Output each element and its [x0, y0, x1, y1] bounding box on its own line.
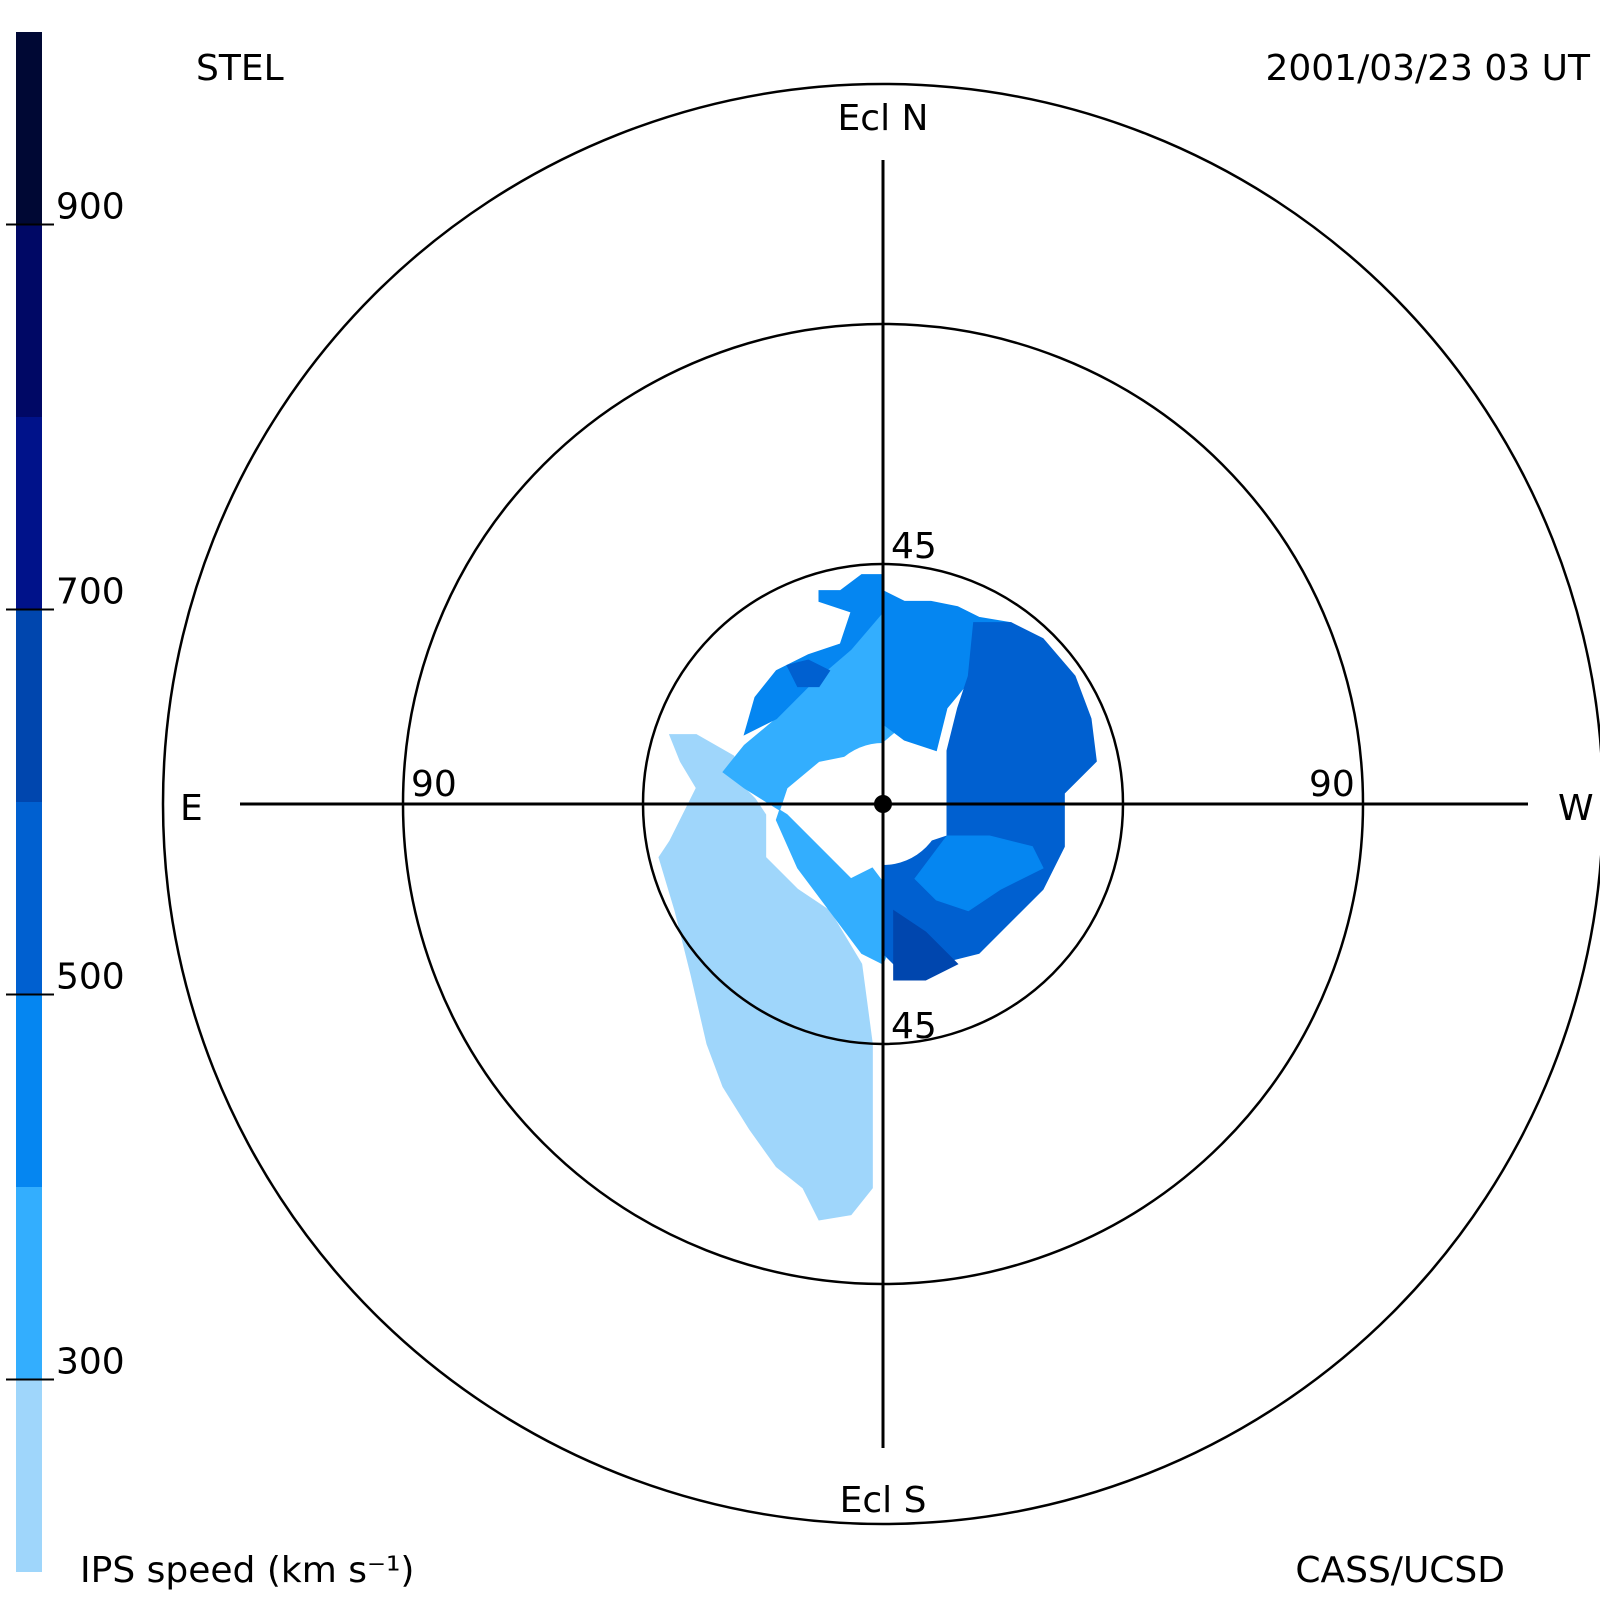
colorbar-tick-label-700: 700 — [56, 572, 125, 613]
observatory-label: STEL — [196, 48, 284, 89]
ring-label-south-45: 45 — [891, 1006, 937, 1047]
label-ecl-south: Ecl S — [840, 1480, 927, 1521]
colorbar-bin-800 — [16, 224, 42, 417]
map-labels: Ecl N Ecl S E W 45 45 90 90 — [180, 98, 1594, 1521]
elongation-ring-135 — [161, 82, 1600, 1526]
credit-label: CASS/UCSD — [1295, 1550, 1505, 1591]
label-east: E — [180, 788, 203, 829]
colorbar-tick-label-300: 300 — [56, 1342, 125, 1383]
colorbar-title: IPS speed (km s⁻¹) — [80, 1550, 414, 1591]
label-ecl-north: Ecl N — [838, 98, 929, 139]
speed-regions — [658, 574, 1097, 1221]
colorbar-bin-900 — [16, 32, 42, 225]
colorbar-bin-200 — [16, 1379, 42, 1572]
ring-label-east-90: 90 — [411, 764, 457, 805]
colorbar-bin-400 — [16, 994, 42, 1187]
colorbar-bin-300 — [16, 1187, 42, 1380]
colorbar-bin-500 — [16, 802, 42, 995]
ring-label-north-45: 45 — [891, 526, 937, 567]
region-south-west-mottled-band — [914, 835, 1044, 912]
ecliptic-axes — [240, 160, 1528, 1448]
ring-label-west-90: 90 — [1309, 764, 1355, 805]
colorbar-tick-label-500: 500 — [56, 957, 125, 998]
colorbar: 300 500 700 900 — [6, 32, 125, 1572]
label-west: W — [1558, 788, 1594, 829]
colorbar-bin-700 — [16, 417, 42, 610]
colorbar-tick-label-900: 900 — [56, 187, 125, 228]
region-south-west-inner-patch — [893, 909, 959, 981]
region-south-east-lobe — [658, 734, 873, 1221]
colorbar-bin-600 — [16, 609, 42, 802]
timestamp-label: 2001/03/23 03 UT — [1265, 48, 1591, 89]
region-north-east-wedge — [743, 574, 884, 736]
region-north-east-patch — [786, 659, 831, 688]
